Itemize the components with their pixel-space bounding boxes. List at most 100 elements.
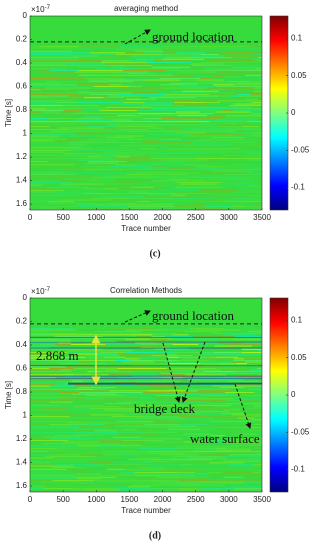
- texture-stripe: [232, 57, 259, 59]
- texture-stripe: [225, 440, 262, 441]
- texture-stripe: [142, 95, 161, 97]
- y-tick-label: 1: [23, 411, 28, 420]
- texture-stripe: [229, 105, 262, 107]
- texture-stripe: [159, 457, 188, 459]
- texture-stripe: [30, 122, 74, 124]
- texture-stripe: [30, 490, 48, 491]
- texture-stripe: [76, 183, 104, 185]
- texture-stripe: [86, 162, 108, 164]
- texture-stripe: [227, 380, 259, 382]
- texture-stripe: [176, 422, 205, 424]
- texture-stripe: [209, 116, 226, 118]
- colorbar-tick-label: -0.1: [291, 465, 305, 474]
- texture-stripe: [68, 470, 91, 472]
- texture-stripe: [229, 411, 242, 413]
- texture-stripe: [77, 84, 110, 86]
- texture-stripe: [73, 119, 113, 121]
- texture-stripe: [156, 476, 173, 478]
- texture-stripe: [117, 368, 150, 369]
- texture-stripe: [135, 114, 178, 116]
- texture-stripe: [227, 150, 239, 151]
- texture-stripe: [115, 360, 130, 361]
- texture-stripe: [57, 170, 71, 172]
- texture-stripe: [170, 82, 200, 84]
- texture-stripe: [194, 478, 211, 480]
- texture-stripe: [200, 190, 237, 191]
- texture-stripe: [132, 371, 145, 373]
- texture-stripe: [186, 178, 211, 180]
- texture-stripe: [30, 467, 52, 469]
- texture-stripe: [60, 183, 77, 185]
- texture-stripe: [85, 489, 120, 491]
- texture-stripe: [205, 206, 232, 207]
- texture-stripe: [30, 145, 67, 147]
- texture-stripe: [224, 174, 262, 175]
- texture-stripe: [41, 111, 60, 113]
- texture-stripe: [162, 412, 202, 414]
- texture-stripe: [167, 167, 195, 169]
- texture-stripe: [164, 57, 183, 59]
- texture-stripe: [30, 198, 64, 199]
- texture-stripe: [164, 188, 205, 190]
- texture-stripe: [115, 135, 144, 137]
- texture-stripe: [130, 198, 173, 199]
- colorbar: [269, 297, 289, 493]
- texture-stripe: [104, 404, 140, 406]
- texture-stripe: [252, 472, 262, 473]
- texture-stripe: [40, 481, 85, 483]
- texture-stripe: [30, 87, 46, 89]
- texture-stripe: [100, 339, 126, 341]
- texture-stripe: [78, 420, 117, 422]
- colorbar: [269, 15, 289, 211]
- texture-stripe: [166, 368, 216, 369]
- texture-stripe: [215, 163, 261, 164]
- texture-stripe: [66, 118, 80, 119]
- texture-stripe: [70, 411, 117, 413]
- texture-stripe: [173, 113, 215, 115]
- texture-stripe: [139, 358, 158, 360]
- texture-stripe: [49, 385, 76, 387]
- texture-stripe: [93, 82, 119, 84]
- texture-stripe: [244, 134, 262, 135]
- texture-stripe: [30, 204, 76, 205]
- texture-stripe: [114, 425, 164, 427]
- texture-stripe: [98, 353, 118, 355]
- texture-stripe: [226, 457, 250, 459]
- texture-stripe: [30, 472, 71, 473]
- texture-stripe: [70, 146, 82, 148]
- panel: averaging method×10-70 500 1000 1500 2000 250…: [4, 4, 309, 259]
- texture-stripe: [168, 178, 187, 180]
- texture-stripe: [197, 49, 246, 51]
- texture-stripe: [136, 164, 185, 166]
- texture-stripe: [30, 427, 80, 429]
- texture-stripe: [207, 193, 248, 195]
- texture-stripe: [124, 468, 166, 470]
- texture-stripe: [110, 199, 154, 201]
- texture-stripe: [141, 105, 184, 107]
- texture-stripe: [117, 430, 161, 432]
- texture-stripe: [150, 106, 187, 108]
- texture-stripe: [199, 124, 217, 126]
- texture-stripe: [256, 339, 262, 341]
- texture-stripe: [197, 175, 246, 177]
- texture-stripe: [47, 414, 91, 416]
- texture-stripe: [54, 348, 103, 350]
- texture-stripe: [30, 62, 75, 63]
- texture-stripe: [30, 105, 63, 107]
- texture-stripe: [63, 110, 83, 111]
- texture-stripe: [65, 190, 105, 191]
- texture-stripe: [118, 82, 138, 84]
- texture-stripe: [76, 174, 126, 175]
- texture-stripe: [107, 162, 119, 164]
- texture-stripe: [203, 371, 235, 373]
- texture-stripe: [30, 130, 51, 132]
- texture-stripe: [237, 188, 253, 190]
- texture-stripe: [30, 475, 74, 477]
- texture-stripe: [30, 194, 60, 196]
- texture-stripe: [30, 158, 72, 159]
- texture-stripe: [142, 142, 192, 143]
- texture-stripe: [59, 199, 91, 201]
- texture-stripe: [157, 411, 182, 413]
- texture-stripe: [225, 134, 245, 135]
- texture-stripe: [131, 92, 159, 94]
